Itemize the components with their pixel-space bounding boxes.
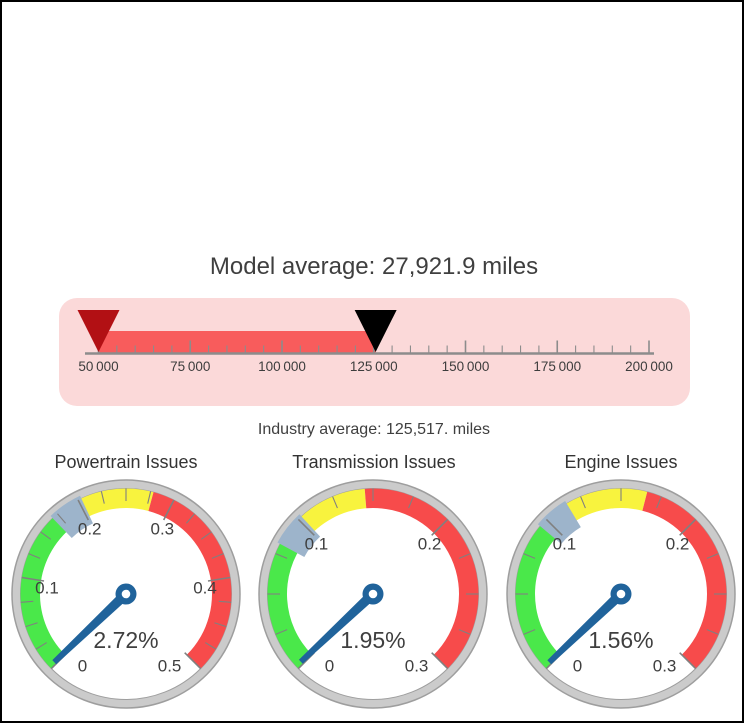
gauge-tick-label: 0.3: [150, 520, 174, 539]
range-bar: [98, 331, 376, 353]
gauge-major-tick: [679, 652, 697, 670]
gauge-minor-tick: [408, 496, 414, 509]
gauge-needle: [298, 590, 377, 664]
gauge-tick-label: 0.2: [666, 534, 690, 553]
scale-band-2: [642, 491, 727, 669]
gauge-minor-tick: [458, 629, 471, 635]
gauge-minor-tick: [25, 622, 38, 628]
gauge-minor-tick: [458, 553, 471, 559]
scale-band-0: [20, 507, 78, 669]
scale-band-2: [364, 488, 479, 669]
gauge-minor-tick: [275, 553, 288, 559]
gauge-minor-tick: [200, 531, 212, 540]
gauge-title-engine: Engine Issues: [564, 452, 678, 472]
mileage-range-panel: 50 000 75 000 100 000 125 000 150 000 175 000…: [59, 298, 690, 406]
gauge-title-powertrain: Powertrain Issues: [54, 452, 198, 472]
gauge-value-label: 1.56%: [588, 627, 653, 653]
gauge-needle: [52, 590, 130, 665]
gauge-minor-tick: [332, 496, 338, 509]
gauge-tick-label: 0.1: [553, 534, 577, 553]
gauge-minor-tick: [100, 491, 105, 504]
gauge-major-tick: [431, 518, 449, 536]
powertrain-gauge: 0 0.1 0.2 0.3 0.4 0.52.72%: [11, 479, 241, 709]
gauge-major-tick: [184, 652, 202, 670]
industry-marker-block: [50, 495, 93, 538]
gauge-major-tick: [207, 576, 231, 582]
gauge-minor-tick: [40, 531, 52, 540]
gauge-major-tick: [162, 499, 175, 521]
model-average-title: Model average: 27,921.9 miles: [209, 253, 539, 280]
axis-tick-label: 150 000: [442, 359, 490, 374]
gauge-value-label: 1.95%: [340, 627, 405, 653]
gauge-tick-label: 0.2: [78, 520, 102, 539]
gauge-minor-tick: [35, 642, 47, 650]
gauge-minor-tick: [185, 513, 195, 524]
gauge-minor-tick: [656, 496, 662, 509]
gauge-minor-tick: [523, 553, 536, 559]
scale-band-0: [515, 513, 566, 669]
gauge-tick-label: 0.3: [405, 657, 429, 676]
gauge-minor-tick: [57, 513, 67, 524]
gauge-needle: [547, 590, 625, 665]
gauge-minor-tick: [275, 629, 288, 635]
gauge-minor-tick: [706, 629, 719, 635]
axis-tick-label: 50 000: [78, 359, 118, 374]
gauge-tick-label: 0: [573, 657, 582, 676]
axis-tick-label: 75 000: [170, 359, 210, 374]
needle-hub-hole: [121, 589, 131, 599]
model-average-marker: [77, 310, 120, 352]
gauge-major-tick: [545, 518, 563, 536]
gauge-tick-label: 0.1: [305, 534, 329, 553]
gauge-minor-tick: [211, 553, 224, 559]
scale-band-1: [552, 488, 648, 529]
gauge-tick-label: 0: [325, 657, 334, 676]
axis-tick-label: 200 000: [625, 359, 673, 374]
needle-hub-hole: [616, 589, 626, 599]
scale-band-2: [148, 492, 232, 669]
gauge-minor-tick: [214, 622, 227, 628]
industry-marker-block: [277, 514, 321, 558]
axis-tick-label: 175 000: [533, 359, 581, 374]
gauge-tick-label: 0.5: [158, 657, 182, 676]
gauge-tick-label: 0: [78, 657, 87, 676]
axis-tick-label: 125 000: [350, 359, 398, 374]
gauge-minor-tick: [523, 629, 536, 635]
industry-average-label: Industry average: 125,517. miles: [257, 421, 491, 438]
gauge-minor-tick: [28, 553, 41, 559]
gauge-major-tick: [297, 518, 315, 536]
engine-gauge: 0 0.1 0.2 0.31.56%: [506, 479, 736, 709]
gauge-tick-label: 0.3: [653, 657, 677, 676]
gauge-minor-tick: [20, 600, 34, 603]
mileage-linear-gauge: 50 000 75 000 100 000 125 000 150 000 175 000…: [77, 310, 673, 374]
transmission-gauge: 0 0.1 0.2 0.31.95%: [258, 479, 488, 709]
gauge-major-tick: [77, 499, 90, 521]
gauge-minor-tick: [218, 600, 232, 603]
gauge-major-tick: [679, 518, 697, 536]
industry-average-marker: [354, 310, 397, 352]
needle-hub-hole: [368, 589, 378, 599]
gauge-value-label: 2.72%: [93, 627, 158, 653]
gauge-tick-label: 0.1: [35, 578, 59, 597]
gauge-minor-tick: [147, 491, 152, 504]
gauge-title-transmission: Transmission Issues: [292, 452, 456, 472]
gauge-tick-label: 0.2: [418, 534, 442, 553]
axis-tick-label: 100 000: [258, 359, 306, 374]
gauge-major-tick: [21, 576, 45, 582]
gauge-minor-tick: [205, 642, 217, 650]
gauge-major-tick: [431, 652, 449, 670]
scale-band-0: [267, 529, 313, 669]
gauge-minor-tick: [580, 496, 586, 509]
gauge-tick-label: 0.4: [193, 578, 217, 597]
industry-marker-block: [537, 500, 581, 544]
gauge-minor-tick: [706, 553, 719, 559]
